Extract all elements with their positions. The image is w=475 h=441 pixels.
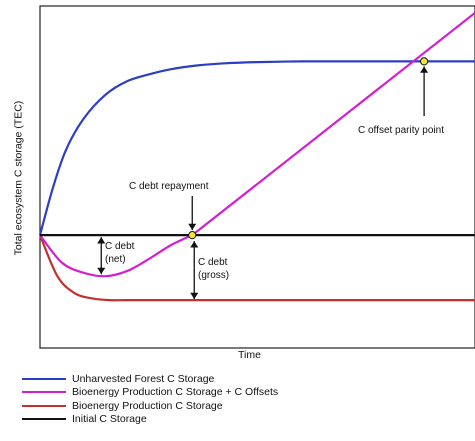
series-line-unharvested-forest-c-storage [38, 60, 475, 236]
annotation-c-debt-net: C debt (net) [105, 241, 135, 265]
legend-item-unharvested: Unharvested Forest C Storage [22, 372, 278, 386]
legend-label-bioenergy-offsets: Bioenergy Production C Storage + C Offse… [72, 386, 279, 399]
x-axis-label: Time [238, 349, 261, 361]
plot-frame [39, 5, 475, 349]
arrow-layer [97, 66, 429, 300]
y-axis-label: Total ecosystem C storage (TEC) [12, 100, 25, 256]
annotation-c-debt-repayment: C debt repayment [129, 181, 209, 192]
arrow-c-debt-net [97, 237, 106, 275]
legend-item-bioenergy-offsets: Bioenergy Production C Storage + C Offse… [22, 386, 278, 400]
legend-label-initial: Initial C Storage [72, 413, 147, 426]
annotation-c-offset-parity: C offset parity point [358, 125, 444, 136]
series-layer [38, 11, 475, 302]
series-line-bioenergy-production-c-storage [38, 234, 475, 302]
arrow-c-debt-repayment [188, 196, 197, 231]
legend-swatch-initial [22, 418, 66, 421]
annotation-c-debt-gross: C debt (gross) [198, 257, 230, 281]
point-c-debt-repayment [188, 231, 197, 240]
legend-label-unharvested: Unharvested Forest C Storage [72, 372, 215, 385]
legend-swatch-unharvested [22, 377, 66, 380]
arrow-c-offset-parity [420, 66, 429, 116]
legend-item-bioenergy: Bioenergy Production C Storage [22, 399, 278, 413]
legend-item-initial: Initial C Storage [22, 413, 278, 427]
legend-swatch-bioenergy [22, 404, 66, 407]
point-layer [188, 57, 429, 240]
arrow-c-debt-gross [190, 241, 199, 300]
point-c-offset-parity-point [420, 57, 429, 66]
legend-label-bioenergy: Bioenergy Production C Storage [72, 399, 223, 412]
legend-swatch-bioenergy-offsets [22, 391, 66, 394]
series-line-bioenergy-production-c-storage-c-offsets [39, 11, 475, 278]
legend: Unharvested Forest C Storage Bioenergy P… [22, 372, 278, 426]
